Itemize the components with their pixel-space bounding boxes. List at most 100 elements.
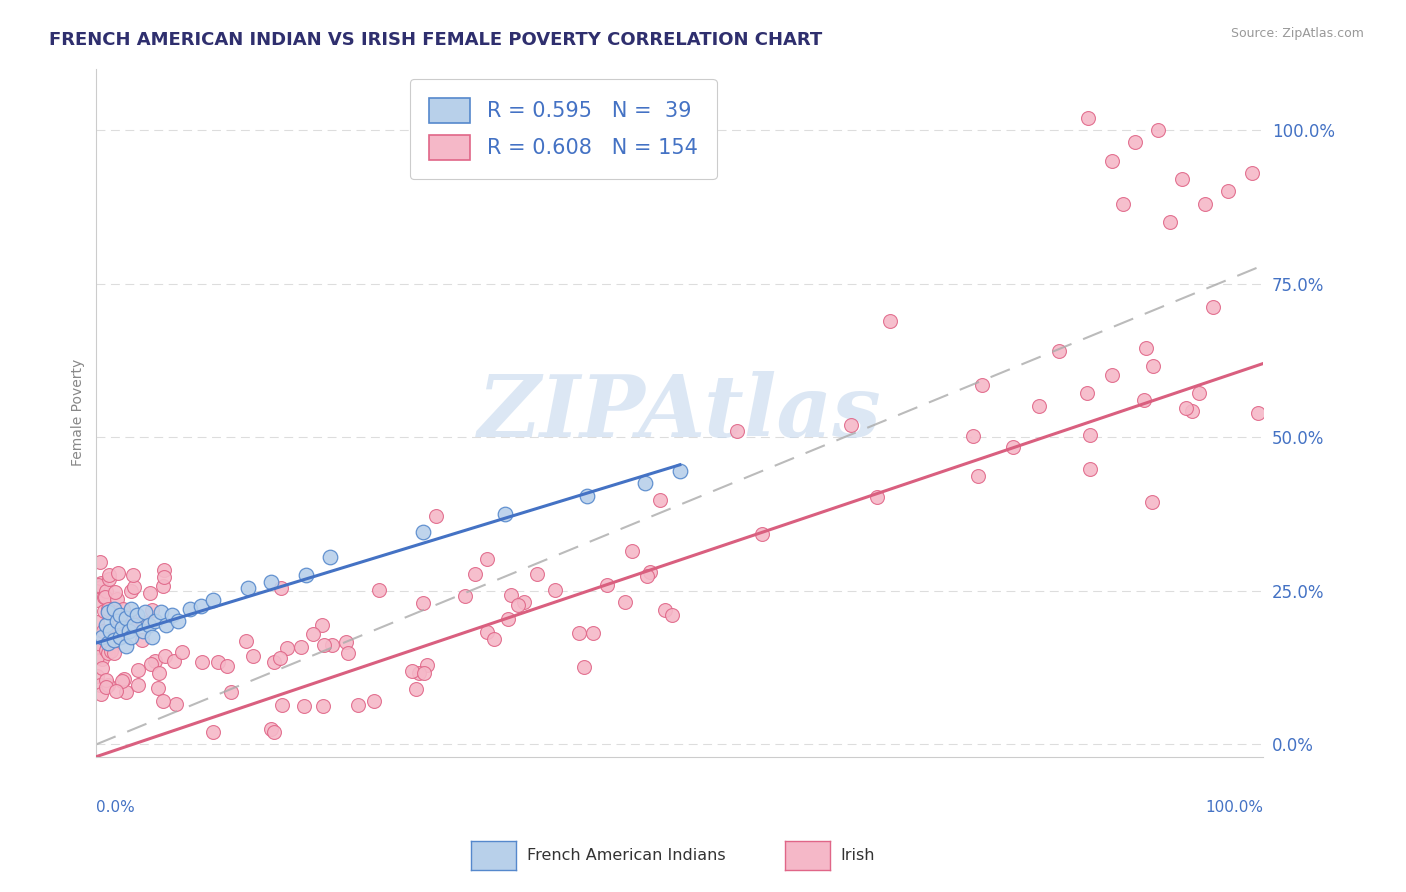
- Point: [661, 608, 683, 623]
- Point: [118, 619, 141, 633]
- Point: [152, 579, 174, 593]
- Point: [1147, 123, 1170, 137]
- Point: [94, 643, 117, 657]
- Point: [132, 624, 155, 638]
- Point: [98, 572, 121, 586]
- Point: [118, 624, 141, 638]
- Point: [1047, 343, 1070, 358]
- Point: [1076, 386, 1098, 401]
- Point: [105, 591, 128, 606]
- Point: [412, 596, 434, 610]
- Point: [163, 654, 186, 668]
- Text: Irish: Irish: [841, 848, 876, 863]
- Text: FRENCH AMERICAN INDIAN VS IRISH FEMALE POVERTY CORRELATION CHART: FRENCH AMERICAN INDIAN VS IRISH FEMALE P…: [49, 31, 823, 49]
- Point: [412, 525, 434, 540]
- Point: [165, 698, 187, 712]
- Point: [1142, 359, 1164, 373]
- Point: [167, 615, 190, 629]
- Point: [650, 492, 672, 507]
- Text: 0.0%: 0.0%: [97, 799, 135, 814]
- Point: [108, 608, 131, 623]
- Point: [321, 638, 343, 652]
- Point: [107, 566, 129, 580]
- Point: [292, 699, 315, 714]
- Point: [312, 698, 335, 713]
- Point: [141, 602, 163, 616]
- Point: [97, 636, 120, 650]
- Point: [90, 651, 112, 665]
- Point: [967, 469, 990, 483]
- Point: [475, 551, 498, 566]
- Point: [346, 698, 368, 713]
- Point: [201, 725, 224, 739]
- Point: [207, 656, 229, 670]
- Point: [235, 634, 257, 648]
- Point: [574, 660, 596, 674]
- Point: [94, 583, 117, 598]
- Point: [725, 424, 748, 438]
- Point: [506, 598, 529, 612]
- Point: [86, 669, 108, 683]
- Point: [1078, 428, 1101, 442]
- Point: [108, 617, 131, 632]
- Point: [148, 666, 170, 681]
- Point: [94, 673, 117, 687]
- Point: [263, 725, 285, 739]
- Point: [260, 722, 283, 736]
- Point: [190, 599, 212, 613]
- Point: [482, 632, 505, 646]
- Point: [454, 589, 477, 603]
- Point: [155, 617, 177, 632]
- Point: [544, 583, 567, 598]
- Point: [96, 640, 118, 654]
- Point: [582, 625, 605, 640]
- Point: [138, 617, 160, 632]
- Point: [103, 646, 125, 660]
- Point: [120, 630, 142, 644]
- Point: [86, 592, 108, 607]
- Legend: R = 0.595   N =  39, R = 0.608   N = 154: R = 0.595 N = 39, R = 0.608 N = 154: [409, 78, 717, 178]
- Point: [669, 464, 692, 478]
- Point: [614, 595, 637, 609]
- Point: [97, 678, 120, 692]
- Point: [86, 578, 108, 592]
- Point: [91, 630, 114, 644]
- Text: Source: ZipAtlas.com: Source: ZipAtlas.com: [1230, 27, 1364, 40]
- Point: [117, 622, 139, 636]
- Point: [114, 685, 136, 699]
- Point: [290, 640, 312, 655]
- Point: [152, 570, 174, 584]
- Point: [526, 566, 548, 581]
- Point: [138, 586, 160, 600]
- Point: [634, 476, 657, 491]
- Point: [319, 549, 342, 564]
- Point: [111, 621, 134, 635]
- Point: [270, 698, 292, 712]
- Point: [242, 648, 264, 663]
- Point: [152, 694, 174, 708]
- Point: [219, 685, 242, 699]
- Point: [127, 608, 149, 623]
- Point: [295, 568, 318, 582]
- Point: [301, 627, 323, 641]
- Point: [141, 630, 163, 644]
- Point: [86, 583, 108, 598]
- Point: [120, 602, 142, 616]
- Point: [90, 576, 112, 591]
- Point: [568, 626, 591, 640]
- Point: [89, 678, 111, 692]
- Point: [638, 565, 661, 579]
- Point: [1188, 385, 1211, 400]
- Point: [149, 605, 172, 619]
- Point: [1174, 401, 1197, 416]
- Point: [405, 682, 427, 697]
- Point: [1246, 406, 1268, 420]
- Point: [103, 632, 125, 647]
- Point: [260, 574, 283, 589]
- Point: [91, 661, 114, 675]
- Point: [94, 617, 117, 632]
- Point: [122, 567, 145, 582]
- Point: [104, 585, 127, 599]
- Point: [499, 588, 522, 602]
- Point: [131, 632, 153, 647]
